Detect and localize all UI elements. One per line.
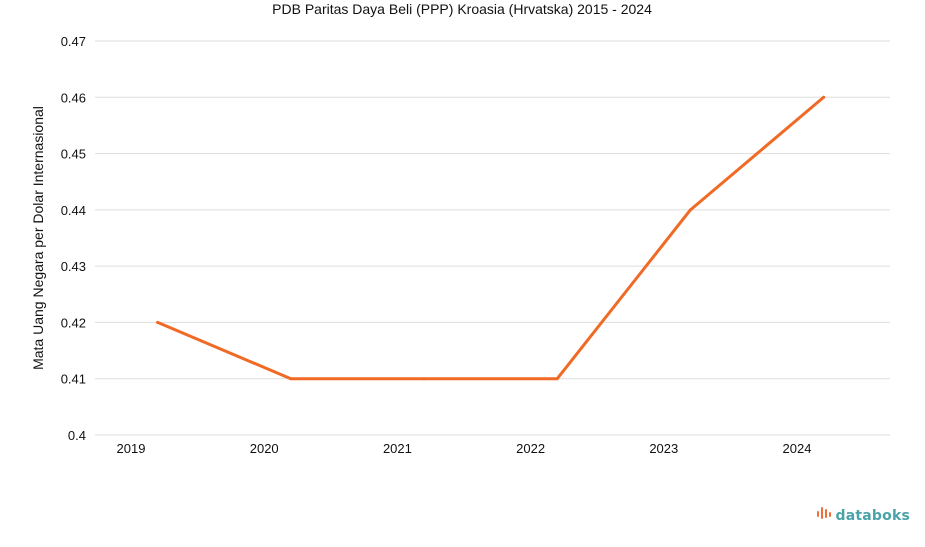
x-tick-label: 2019 <box>117 441 146 456</box>
y-tick-label: 0.4 <box>68 428 86 443</box>
y-tick-label: 0.47 <box>61 34 86 49</box>
series-group <box>156 95 826 381</box>
y-tick-label: 0.44 <box>61 203 86 218</box>
data-point <box>555 377 559 381</box>
y-tick-label: 0.45 <box>61 147 86 162</box>
databoks-brand-name: databoks <box>835 507 910 524</box>
data-point <box>156 320 160 324</box>
data-point <box>422 377 426 381</box>
y-axis-label: Mata Uang Negara per Dolar Internasional <box>30 106 46 370</box>
databoks-logo: databoks <box>816 505 911 526</box>
x-tick-label: 2024 <box>783 441 812 456</box>
y-tick-label: 0.41 <box>61 372 86 387</box>
x-tick-label: 2021 <box>383 441 412 456</box>
chart-title: PDB Paritas Daya Beli (PPP) Kroasia (Hrv… <box>272 1 652 17</box>
series-line <box>156 95 826 381</box>
x-tick-label: 2022 <box>516 441 545 456</box>
y-gridlines <box>95 40 890 436</box>
data-point <box>688 208 692 212</box>
databoks-bars-icon <box>816 505 832 526</box>
data-point <box>822 95 826 99</box>
x-tick-label: 2020 <box>250 441 279 456</box>
y-tick-label: 0.46 <box>61 90 86 105</box>
y-tick-label: 0.42 <box>61 315 86 330</box>
x-axis-ticks: 2019 2020 2021 2022 2023 2024 <box>117 441 812 456</box>
y-tick-label: 0.43 <box>61 259 86 274</box>
y-axis-ticks: 0.4 0.41 0.42 0.43 0.44 0.45 0.46 0.47 <box>61 34 86 443</box>
data-point <box>289 377 293 381</box>
x-tick-label: 2023 <box>649 441 678 456</box>
